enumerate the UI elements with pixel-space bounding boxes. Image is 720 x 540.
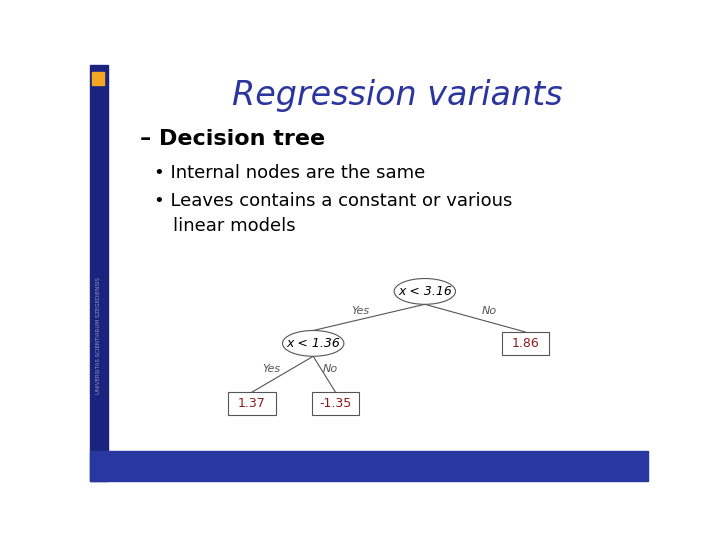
Text: – Decision tree: – Decision tree (140, 129, 325, 149)
Text: 1.37: 1.37 (238, 397, 266, 410)
Text: 1.86: 1.86 (511, 337, 539, 350)
Ellipse shape (282, 330, 344, 356)
Text: UNIVERSITAS SCIENTIARUM SZEGEDIENSIS: UNIVERSITAS SCIENTIARUM SZEGEDIENSIS (96, 276, 102, 394)
Text: No: No (482, 306, 497, 316)
Text: • Internal nodes are the same: • Internal nodes are the same (154, 164, 426, 182)
Text: No: No (323, 364, 338, 374)
Text: SZEGEDI TUDOMÁNYEGYETEM: SZEGEDI TUDOMÁNYEGYETEM (94, 116, 104, 246)
Bar (90, 451, 648, 481)
FancyBboxPatch shape (502, 332, 549, 355)
FancyBboxPatch shape (312, 392, 359, 415)
Text: • Leaves contains a constant or various: • Leaves contains a constant or various (154, 192, 513, 210)
Text: Regression variants: Regression variants (232, 79, 562, 112)
Bar (92, 72, 104, 85)
Bar (90, 65, 108, 481)
Text: Yes: Yes (262, 364, 280, 374)
Text: -1.35: -1.35 (320, 397, 351, 410)
Text: Yes: Yes (351, 306, 369, 316)
FancyBboxPatch shape (228, 392, 276, 415)
Ellipse shape (394, 279, 456, 305)
Text: x < 3.16: x < 3.16 (398, 285, 451, 298)
Text: linear models: linear models (173, 218, 295, 235)
Text: x < 1.36: x < 1.36 (287, 337, 340, 350)
